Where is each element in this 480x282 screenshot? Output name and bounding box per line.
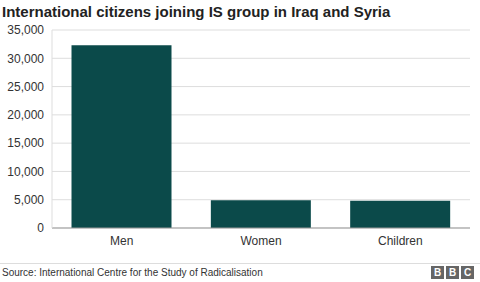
svg-text:0: 0 (37, 221, 44, 235)
svg-text:30,000: 30,000 (8, 52, 44, 66)
html-text:International citizens joining: International citizens joining IS group … (2, 3, 391, 20)
html-text:Source: International Centre f: Source: International Centre for the Stu… (2, 267, 263, 278)
svg-text:25,000: 25,000 (8, 80, 44, 94)
svg-text:15,000: 15,000 (8, 136, 44, 150)
html-text:C: C (463, 267, 472, 278)
svg-text:Men: Men (110, 234, 133, 248)
svg-text:5,000: 5,000 (14, 193, 44, 207)
html-text:B: B (433, 267, 442, 278)
svg-text:Children: Children (378, 234, 423, 248)
html-text:B: B (448, 267, 457, 278)
svg-text:20,000: 20,000 (8, 108, 44, 122)
svg-text:10,000: 10,000 (8, 165, 44, 179)
svg-text:35,000: 35,000 (8, 23, 44, 37)
svg-text:Women: Women (240, 234, 281, 248)
